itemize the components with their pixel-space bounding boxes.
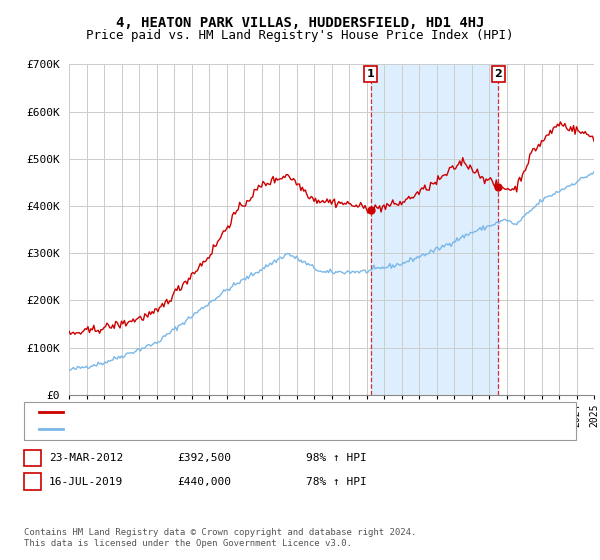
Text: 2: 2 <box>29 477 36 487</box>
Bar <box>371 64 499 395</box>
Text: 78% ↑ HPI: 78% ↑ HPI <box>306 477 367 487</box>
Text: 4, HEATON PARK VILLAS, HUDDERSFIELD, HD1 4HJ (detached house): 4, HEATON PARK VILLAS, HUDDERSFIELD, HD1… <box>67 407 448 417</box>
Text: 23-MAR-2012: 23-MAR-2012 <box>49 453 124 463</box>
Text: Price paid vs. HM Land Registry's House Price Index (HPI): Price paid vs. HM Land Registry's House … <box>86 29 514 42</box>
Text: Contains HM Land Registry data © Crown copyright and database right 2024.
This d: Contains HM Land Registry data © Crown c… <box>24 528 416 548</box>
Text: 2: 2 <box>494 69 502 79</box>
Text: 1: 1 <box>367 69 374 79</box>
Text: HPI: Average price, detached house, Kirklees: HPI: Average price, detached house, Kirk… <box>67 424 342 434</box>
Text: 1: 1 <box>29 453 36 463</box>
Text: £440,000: £440,000 <box>177 477 231 487</box>
Text: £392,500: £392,500 <box>177 453 231 463</box>
Text: 98% ↑ HPI: 98% ↑ HPI <box>306 453 367 463</box>
Text: 16-JUL-2019: 16-JUL-2019 <box>49 477 124 487</box>
Text: 4, HEATON PARK VILLAS, HUDDERSFIELD, HD1 4HJ: 4, HEATON PARK VILLAS, HUDDERSFIELD, HD1… <box>116 16 484 30</box>
